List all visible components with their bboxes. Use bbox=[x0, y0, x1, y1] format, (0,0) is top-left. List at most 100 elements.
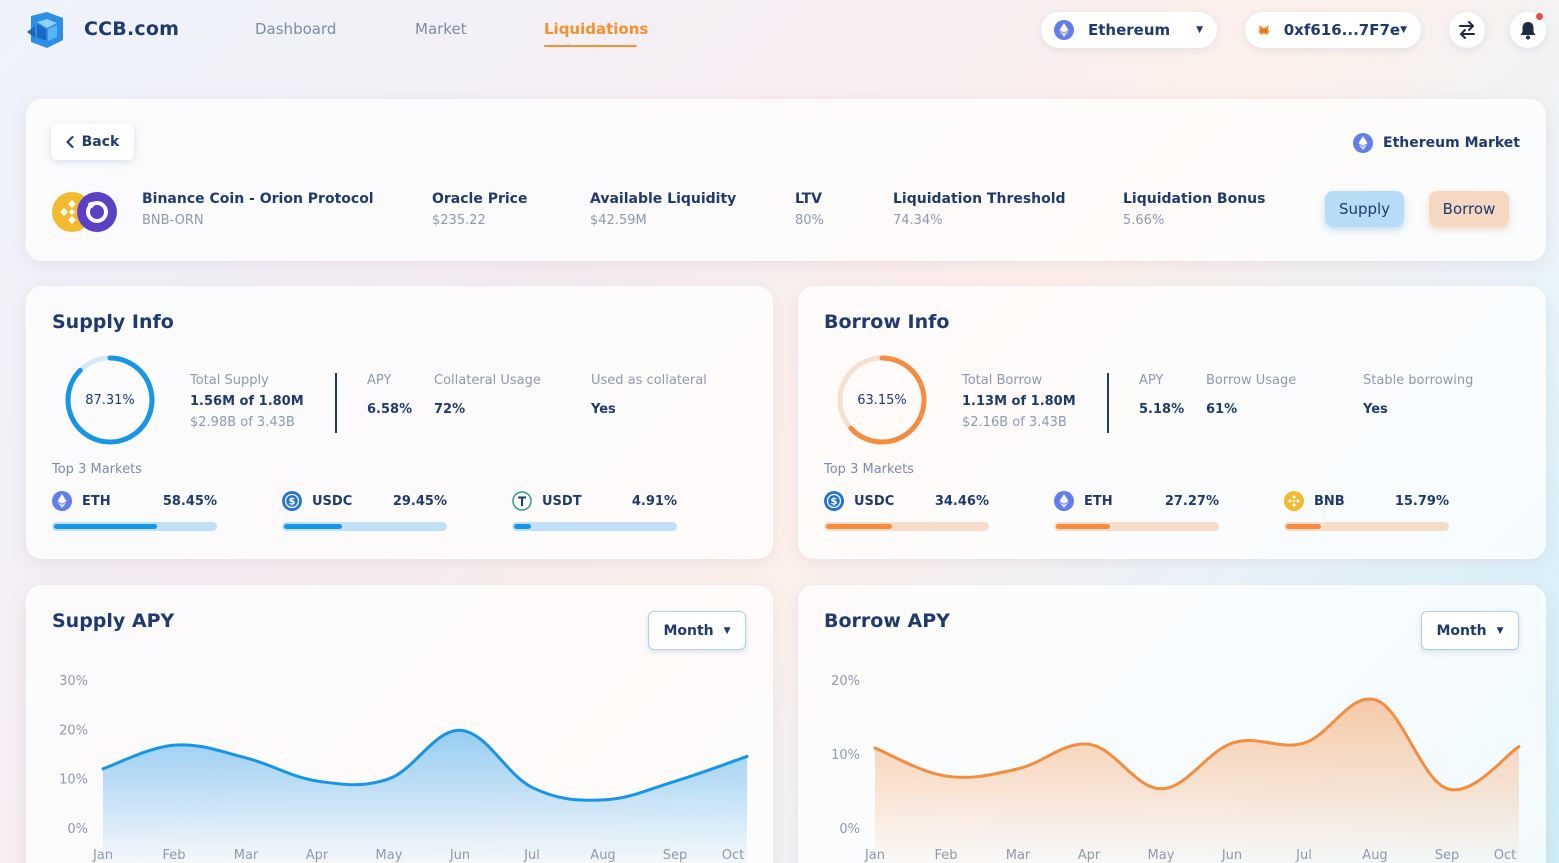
data-point[interactable] bbox=[1159, 787, 1163, 791]
available-liquidity-stat: Available Liquidity $42.59M bbox=[590, 191, 736, 228]
market-name: USDC bbox=[312, 493, 353, 509]
used-as-collateral-label: Used as collateral bbox=[591, 373, 707, 388]
ccb-logo-icon[interactable] bbox=[25, 10, 69, 50]
data-point[interactable] bbox=[1445, 787, 1449, 791]
asset-name: Binance Coin - Orion Protocol bbox=[142, 191, 374, 207]
oracle-price-stat: Oracle Price $235.22 bbox=[432, 191, 527, 228]
asset-pair-icons bbox=[52, 192, 117, 232]
borrow-apy: APY 5.18% bbox=[1139, 373, 1184, 417]
data-point[interactable] bbox=[1231, 741, 1235, 745]
list-item[interactable]: ETH 27.27% bbox=[1054, 491, 1219, 531]
y-tick-label: 0% bbox=[839, 822, 860, 837]
x-tick-label: Oct bbox=[1494, 848, 1516, 863]
market-name: USDT bbox=[542, 493, 582, 509]
supply-period-select[interactable]: Month ▼ bbox=[648, 611, 746, 650]
chevron-down-icon: ▼ bbox=[1196, 25, 1203, 35]
chevron-left-icon bbox=[65, 136, 74, 148]
market-name: USDC bbox=[854, 493, 895, 509]
ltv-stat: LTV 80% bbox=[795, 191, 824, 228]
data-point[interactable] bbox=[173, 743, 177, 747]
data-point[interactable] bbox=[673, 779, 677, 783]
series-area bbox=[103, 730, 747, 863]
data-point[interactable] bbox=[244, 756, 248, 760]
wallet-address: 0xf616...7F7e bbox=[1283, 21, 1401, 39]
bell-icon bbox=[1520, 22, 1536, 40]
divider bbox=[1107, 373, 1109, 433]
data-point[interactable] bbox=[530, 786, 534, 790]
data-point[interactable] bbox=[1517, 745, 1521, 749]
data-point[interactable] bbox=[745, 754, 749, 758]
list-item[interactable]: $ USDC 34.46% bbox=[824, 491, 989, 531]
back-button[interactable]: Back bbox=[51, 124, 134, 160]
notification-dot bbox=[1536, 13, 1543, 20]
asset-overview-card: Back Ethereum Market Binance Coin - Orio… bbox=[26, 99, 1546, 261]
notifications-button[interactable] bbox=[1510, 12, 1546, 48]
data-point[interactable] bbox=[387, 777, 391, 781]
supply-progress-ring bbox=[65, 355, 155, 445]
list-item[interactable]: USDT 4.91% bbox=[512, 491, 677, 531]
data-point[interactable] bbox=[1088, 742, 1092, 746]
borrow-usage-label: Borrow Usage bbox=[1206, 373, 1297, 388]
progress-fill bbox=[282, 522, 344, 531]
nav-market[interactable]: Market bbox=[415, 20, 467, 38]
list-item[interactable]: BNB 15.79% bbox=[1284, 491, 1449, 531]
data-point[interactable] bbox=[1302, 741, 1306, 745]
supply-apy-title: Supply APY bbox=[52, 610, 175, 632]
borrow-apy-card: Borrow APY Month ▼ 0% 10% 20% Jan Feb Mar Apr M… bbox=[798, 585, 1546, 863]
nav-dashboard[interactable]: Dashboard bbox=[255, 20, 337, 38]
top-markets-label: Top 3 Markets bbox=[52, 462, 142, 477]
swap-button[interactable] bbox=[1449, 12, 1485, 48]
list-item[interactable]: ETH 58.45% bbox=[52, 491, 217, 531]
progress-track bbox=[512, 522, 677, 531]
progress-track bbox=[1284, 522, 1449, 531]
progress-fill bbox=[512, 522, 534, 531]
supply-apy-label: APY bbox=[367, 373, 392, 388]
data-point[interactable] bbox=[316, 779, 320, 783]
data-point[interactable] bbox=[602, 798, 606, 802]
nav-liquidations[interactable]: Liquidations bbox=[544, 20, 649, 38]
stat-value: $42.59M bbox=[590, 213, 647, 228]
y-tick-label: 0% bbox=[67, 822, 88, 837]
list-item[interactable]: $ USDC 29.45% bbox=[282, 491, 447, 531]
supply-button[interactable]: Supply bbox=[1325, 191, 1404, 227]
progress-track bbox=[282, 522, 447, 531]
period-select-value: Month bbox=[1436, 622, 1487, 639]
market-name: BNB bbox=[1314, 493, 1345, 509]
x-tick-label: Jan bbox=[864, 848, 885, 863]
total-supply-block: Total Supply 1.56M of 1.80M $2.98B of 3.… bbox=[190, 373, 304, 430]
stat-value: 74.34% bbox=[893, 213, 943, 228]
supply-apy-card: Supply APY Month ▼ 0% 10% 20% 30% Jan Feb Mar A… bbox=[26, 585, 773, 863]
data-point[interactable] bbox=[101, 767, 105, 771]
collateral-usage-label: Collateral Usage bbox=[434, 373, 541, 388]
data-point[interactable] bbox=[459, 728, 463, 732]
borrow-button[interactable]: Borrow bbox=[1429, 191, 1509, 227]
collateral-usage: Collateral Usage 72% bbox=[434, 373, 541, 417]
market-name: Ethereum Market bbox=[1383, 135, 1520, 151]
data-point[interactable] bbox=[945, 774, 949, 778]
total-borrow-amount: 1.13M of 1.80M bbox=[962, 394, 1076, 409]
x-tick-label: Jun bbox=[1221, 848, 1242, 863]
x-tick-label: Apr bbox=[306, 848, 329, 863]
market-percent: 4.91% bbox=[631, 493, 677, 509]
market-percent: 29.45% bbox=[392, 493, 447, 509]
liquidation-threshold-stat: Liquidation Threshold 74.34% bbox=[893, 191, 1066, 228]
borrow-usage-value: 61% bbox=[1206, 402, 1238, 417]
x-tick-label: Mar bbox=[1006, 848, 1031, 863]
wallet-selector[interactable]: 0xf616...7F7e ▼ bbox=[1245, 12, 1421, 48]
supply-ring-value: 87.31% bbox=[85, 392, 135, 408]
data-point[interactable] bbox=[1374, 698, 1378, 702]
borrow-progress-ring bbox=[837, 355, 927, 445]
x-tick-label: Sep bbox=[1435, 848, 1460, 863]
y-tick-label: 30% bbox=[59, 674, 88, 689]
data-point[interactable] bbox=[873, 746, 877, 750]
data-point[interactable] bbox=[1016, 767, 1020, 771]
progress-fill bbox=[1284, 522, 1324, 531]
market-percent: 15.79% bbox=[1394, 493, 1449, 509]
x-tick-label: Jul bbox=[1295, 848, 1312, 863]
network-selector[interactable]: Ethereum ▼ bbox=[1041, 12, 1217, 48]
top-markets-label: Top 3 Markets bbox=[824, 462, 914, 477]
borrow-period-select[interactable]: Month ▼ bbox=[1421, 611, 1519, 650]
usdt-icon bbox=[512, 491, 532, 511]
brand-name[interactable]: CCB.com bbox=[84, 18, 180, 40]
market-name: ETH bbox=[82, 493, 111, 509]
